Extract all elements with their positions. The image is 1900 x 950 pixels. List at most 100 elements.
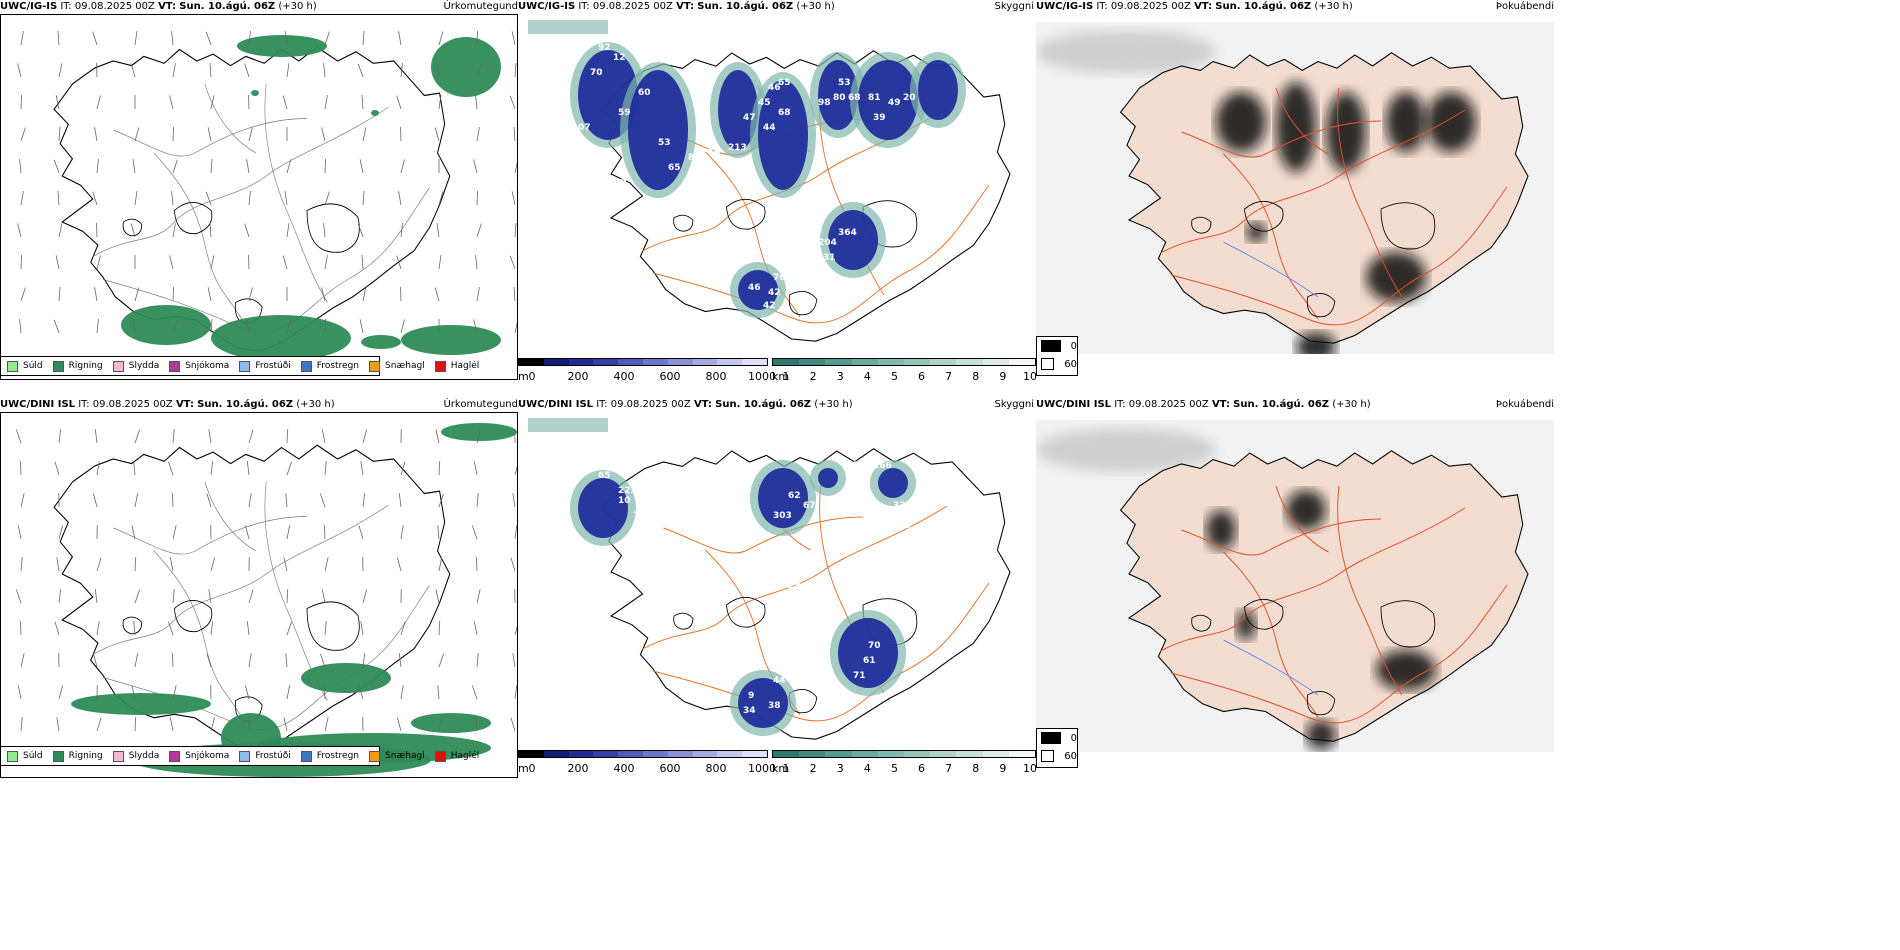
wind-barb [362, 31, 365, 46]
wind-barb [248, 429, 254, 444]
precip-road [92, 106, 389, 257]
ceiling-river [1223, 241, 1319, 298]
fog-area [1286, 490, 1326, 530]
wind-barb [282, 255, 288, 270]
wind-barb [284, 31, 288, 46]
wind-barb [321, 127, 326, 142]
wind-barb [324, 557, 329, 572]
ceiling-road [1160, 507, 1466, 652]
cloudbase-colorbar-unit: m [518, 370, 529, 382]
ceiling-legend-item: 60 [1037, 355, 1077, 373]
wind-barb [96, 319, 99, 334]
legend-label: Frostúði [255, 751, 291, 761]
row1-ceiling-title: Þokuábendi [1495, 1, 1554, 12]
row2-cloud-header: UWC/DINI ISL IT: 09.08.2025 00Z VT: Sun.… [518, 399, 853, 410]
wind-barb [358, 685, 364, 700]
wind-barb [20, 287, 26, 302]
fog-area [1426, 92, 1476, 152]
rain-area [251, 90, 259, 96]
rain-area [71, 693, 211, 715]
cloudbase-value-label: 364 [838, 228, 857, 238]
legend-swatch [7, 360, 18, 372]
wind-barb [514, 465, 517, 476]
wind-barb [512, 653, 516, 668]
cloudbase-value-label: 80 [833, 93, 846, 103]
wind-barb [286, 63, 290, 78]
wind-barb [400, 159, 405, 174]
wind-barb [362, 429, 368, 444]
precip-road [92, 504, 389, 655]
colorbar-segment [692, 359, 718, 365]
rain-area [411, 713, 491, 733]
row2-precip-legend: Súld Rigning Slydda Snjókoma Frostúði Frostre… [0, 746, 479, 766]
row1-cloud-title: Skyggni [994, 1, 1034, 12]
legend-label: Snæhagl [385, 751, 425, 761]
wind-barb [96, 621, 100, 636]
cloudbase-value-label: 39 [873, 113, 886, 123]
cloudbase-area [758, 80, 808, 190]
row2-ceiling-title: Þokuábendi [1495, 399, 1554, 410]
cloud-road [652, 582, 990, 722]
cloudbase-value-label: 303 [773, 511, 792, 521]
cloudbase-colorbar-tick: 1000 [748, 370, 776, 382]
wind-barb [248, 653, 252, 668]
wind-barb [55, 95, 60, 110]
colorbar-segment [851, 751, 878, 757]
visibility-colorbar-tick: 5 [890, 370, 898, 382]
row1-precip-title: Úrkomutegund [443, 1, 518, 12]
colorbar-segment [568, 751, 594, 757]
cloudbase-value-label: 225 [618, 486, 637, 496]
precip-glacier-outline [306, 601, 360, 651]
wind-barb [400, 223, 403, 238]
wind-barb [172, 429, 175, 444]
wind-barb [58, 63, 63, 78]
legend-swatch [7, 750, 18, 762]
wind-barb [131, 525, 136, 540]
wind-barb [400, 525, 404, 540]
wind-barb [20, 191, 24, 206]
colorbar-segment [717, 359, 743, 365]
colorbar-segment [982, 751, 1009, 757]
cloudbase-area [738, 270, 778, 310]
ceiling-legend-item: 60 [1037, 747, 1077, 765]
wind-barb [321, 429, 326, 444]
wind-barb [133, 461, 136, 476]
colorbar-segment [799, 751, 826, 757]
fog-area [1296, 332, 1336, 354]
ceiling-road [1223, 551, 1319, 718]
wind-barb [283, 717, 288, 732]
wind-barb [357, 223, 364, 238]
wind-barb [514, 625, 517, 636]
wind-barb [210, 621, 214, 636]
wind-barb [473, 621, 478, 636]
cloudbase-value-label: 68 [778, 108, 791, 118]
wind-barb [510, 557, 516, 572]
wind-barb [248, 589, 254, 604]
wind-barb [476, 63, 482, 78]
wind-barb [53, 319, 60, 334]
wind-barb [396, 557, 402, 572]
cloudbase-area [578, 478, 628, 538]
wind-barb [210, 319, 213, 334]
cloudbase-value-label: 61 [606, 441, 619, 451]
row2-precip-map [0, 412, 518, 778]
row1-precip-svg [17, 30, 517, 361]
colorbar-segment [956, 751, 983, 757]
cloudbase-value-label: 60 [638, 88, 651, 98]
cloudbase-value-label: 81 [868, 93, 881, 103]
wind-barb [435, 589, 440, 604]
wind-barb [286, 461, 292, 476]
precip-road [153, 152, 247, 326]
wind-barb [58, 525, 64, 540]
wind-barb [94, 127, 98, 142]
ceiling-road [1170, 186, 1508, 326]
ceiling-haze [1036, 428, 1216, 472]
precip-legend-item: Frostregn [300, 360, 359, 372]
wind-barb [210, 557, 216, 572]
colorbar-segment [543, 359, 569, 365]
wind-barb [400, 319, 405, 334]
wind-barb [438, 255, 442, 270]
wind-barb [286, 588, 289, 604]
wind-barb [361, 95, 364, 110]
wind-barb [438, 717, 443, 732]
